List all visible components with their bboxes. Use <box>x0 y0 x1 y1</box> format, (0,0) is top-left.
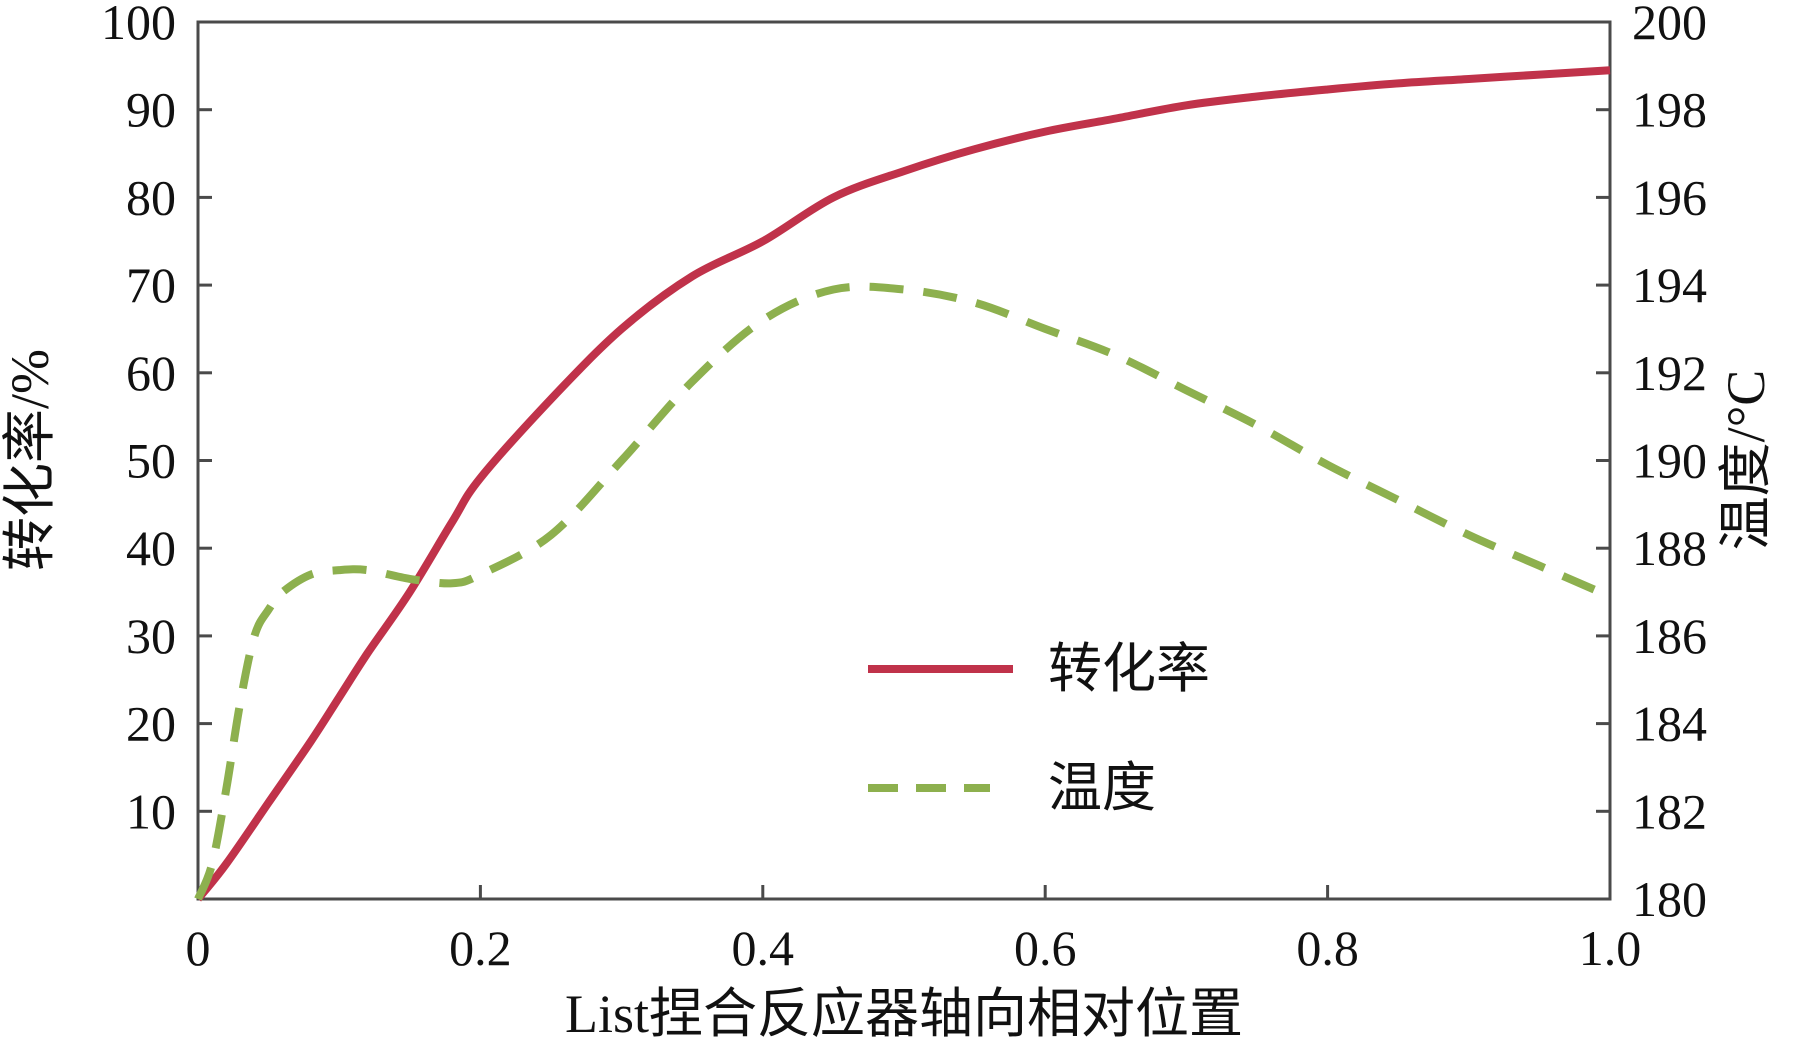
x-axis-title: List捏合反应器轴向相对位置 <box>565 984 1243 1044</box>
left-y-tick-label: 100 <box>101 0 176 50</box>
left-y-tick-label: 80 <box>126 169 176 225</box>
right-y-tick-label: 196 <box>1632 169 1707 225</box>
series-layer <box>194 66 1612 902</box>
right-y-tick-label: 186 <box>1632 608 1707 664</box>
plot-frame <box>196 20 1612 901</box>
left-y-tick-label: 50 <box>126 433 176 489</box>
left-y-tick-label: 60 <box>126 345 176 401</box>
left-y-tick-label: 20 <box>126 696 176 752</box>
right-y-axis: 180 182 184 186 188 190 192 194 196 198 200 <box>1596 0 1707 927</box>
right-y-tick-label: 200 <box>1632 0 1707 50</box>
right-y-axis-title: 温度/°C <box>1716 370 1776 551</box>
left-y-tick-label: 40 <box>126 520 176 576</box>
legend-label-conversion: 转化率 <box>1048 639 1210 699</box>
x-axis: 0 0.2 0.4 0.6 0.8 1.0 <box>186 885 1642 976</box>
left-y-axis-title: 转化率/% <box>0 349 60 571</box>
x-tick-label: 0 <box>186 920 211 976</box>
x-tick-label: 0.8 <box>1296 920 1359 976</box>
left-y-tick-label: 90 <box>126 82 176 138</box>
right-y-tick-label: 188 <box>1632 520 1707 576</box>
left-y-tick-label: 70 <box>126 257 176 313</box>
right-y-tick-label: 180 <box>1632 871 1707 927</box>
right-y-tick-label: 184 <box>1632 696 1707 752</box>
right-y-tick-label: 192 <box>1632 345 1707 401</box>
right-y-tick-label: 194 <box>1632 257 1707 313</box>
legend: 转化率 温度 <box>868 639 1210 818</box>
x-tick-label: 0.4 <box>732 920 795 976</box>
x-tick-label: 1.0 <box>1579 920 1642 976</box>
right-y-tick-label: 190 <box>1632 433 1707 489</box>
left-y-tick-label: 30 <box>126 608 176 664</box>
left-y-tick-label: 10 <box>126 783 176 839</box>
legend-label-temperature: 温度 <box>1048 758 1156 818</box>
left-y-axis: 10 20 30 40 50 60 70 80 90 100 <box>101 0 212 839</box>
series-line-conversion <box>194 66 1611 902</box>
x-tick-label: 0.2 <box>449 920 512 976</box>
right-y-tick-label: 182 <box>1632 783 1707 839</box>
x-tick-label: 0.6 <box>1014 920 1077 976</box>
right-y-tick-label: 198 <box>1632 82 1707 138</box>
series-line-temperature <box>194 282 1612 901</box>
